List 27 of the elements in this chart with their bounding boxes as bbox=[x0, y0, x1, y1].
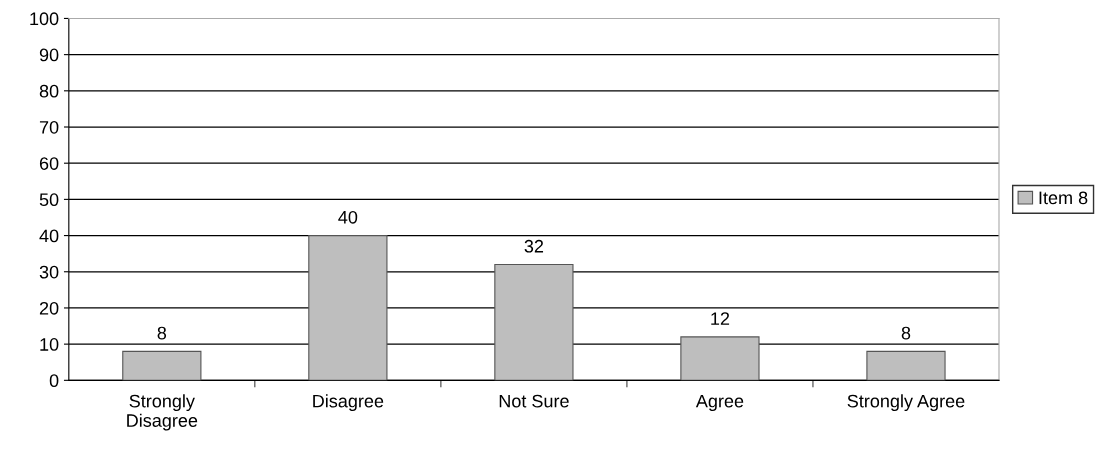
y-tick-label: 30 bbox=[39, 265, 59, 279]
data-label: 32 bbox=[524, 239, 544, 253]
y-tick-label: 40 bbox=[39, 229, 59, 243]
x-tick-label: Strongly Disagree bbox=[127, 394, 198, 431]
x-tick-label: Agree bbox=[695, 394, 744, 412]
x-tick-label: Strongly Agree bbox=[847, 394, 965, 412]
data-label: 8 bbox=[157, 326, 167, 340]
y-tick-label: 50 bbox=[39, 193, 59, 207]
bar bbox=[308, 235, 388, 381]
y-tick-label: 80 bbox=[39, 84, 59, 98]
legend-label: Item 8 bbox=[1039, 191, 1088, 205]
bar bbox=[122, 350, 202, 381]
y-tick-label: 20 bbox=[39, 301, 59, 315]
data-label: 12 bbox=[711, 312, 730, 325]
bar bbox=[680, 336, 760, 381]
x-tick-label: Not Sure bbox=[499, 394, 569, 408]
bar bbox=[866, 350, 946, 381]
bar bbox=[494, 263, 574, 381]
data-label: 8 bbox=[901, 326, 911, 340]
y-tick-label: 10 bbox=[40, 338, 59, 351]
y-tick-label: 100 bbox=[30, 12, 59, 26]
y-tick-label: 0 bbox=[49, 374, 59, 388]
y-tick-label: 70 bbox=[39, 120, 59, 134]
data-label: 40 bbox=[338, 210, 358, 224]
y-tick-label: 90 bbox=[39, 48, 59, 62]
y-tick-label: 60 bbox=[39, 157, 59, 170]
x-tick-label: Disagree bbox=[313, 394, 384, 412]
